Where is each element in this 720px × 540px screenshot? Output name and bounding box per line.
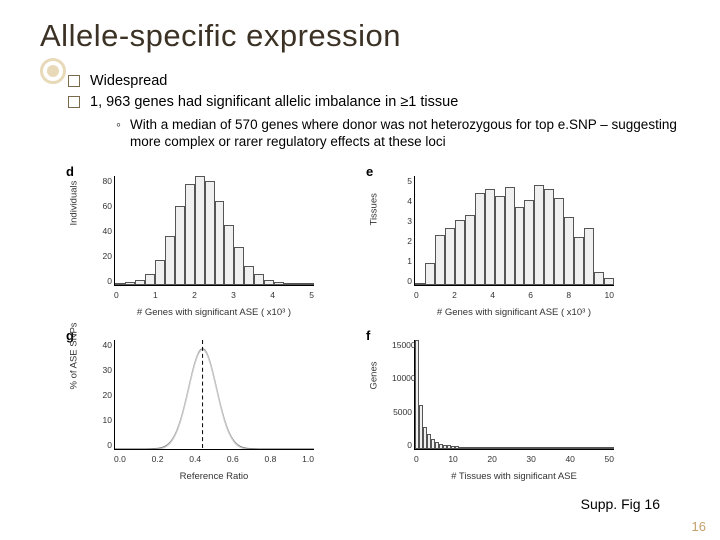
bullet-1-text: Widespread: [90, 73, 167, 89]
plot-g: g 010203040 0.00.20.40.60.81.0 % of ASE …: [80, 334, 340, 484]
bullet-1: Widespread: [68, 72, 692, 91]
plot-g-axes: [114, 340, 314, 450]
plot-e: e 012345 0246810 Tissues # Genes with si…: [380, 170, 640, 320]
sub-bullet-text: With a median of 570 genes where donor w…: [130, 117, 677, 150]
plot-d-xticks: 012345: [114, 290, 314, 300]
plot-d-letter: d: [66, 164, 74, 179]
bullet-2-text: 1, 963 genes had significant allelic imb…: [90, 94, 458, 110]
plot-d-axes: [114, 176, 314, 286]
plot-e-letter: e: [366, 164, 373, 179]
page-title: Allele-specific expression: [40, 18, 692, 54]
plot-g-ylabel: % of ASE SNPs: [69, 322, 80, 389]
plot-f-xlabel: # Tissues with significant ASE: [414, 471, 614, 482]
plot-g-xticks: 0.00.20.40.60.81.0: [114, 454, 314, 464]
charts-grid: d 020406080 012345 Individuals # Genes w…: [80, 170, 640, 484]
plot-e-yticks: 012345: [392, 176, 412, 286]
main-bullets: Widespread 1, 963 genes had significant …: [68, 72, 692, 151]
plot-g-yticks: 010203040: [92, 340, 112, 450]
plot-e-xlabel: # Genes with significant ASE ( x10³ ): [414, 307, 614, 318]
bullet-2: 1, 963 genes had significant allelic imb…: [68, 93, 692, 151]
plot-f-yticks: 050001000015000: [392, 340, 412, 450]
plot-f: f 050001000015000 01020304050 Genes # Ti…: [380, 334, 640, 484]
plot-e-axes: [414, 176, 614, 286]
page-number: 16: [692, 519, 706, 534]
plot-d-xlabel: # Genes with significant ASE ( x10³ ): [114, 307, 314, 318]
plot-g-xlabel: Reference Ratio: [114, 471, 314, 482]
plot-f-xticks: 01020304050: [414, 454, 614, 464]
supp-fig-caption: Supp. Fig 16: [581, 496, 660, 512]
plot-d-ylabel: Individuals: [69, 181, 80, 226]
plot-e-ylabel: Tissues: [369, 193, 380, 225]
accent-circle: [40, 58, 66, 84]
plot-f-letter: f: [366, 328, 370, 343]
plot-d-yticks: 020406080: [92, 176, 112, 286]
plot-f-ylabel: Genes: [369, 362, 380, 390]
plot-f-axes: [414, 340, 614, 450]
plot-d: d 020406080 012345 Individuals # Genes w…: [80, 170, 340, 320]
sub-bullet: With a median of 570 genes where donor w…: [116, 116, 692, 151]
plot-e-xticks: 0246810: [414, 290, 614, 300]
